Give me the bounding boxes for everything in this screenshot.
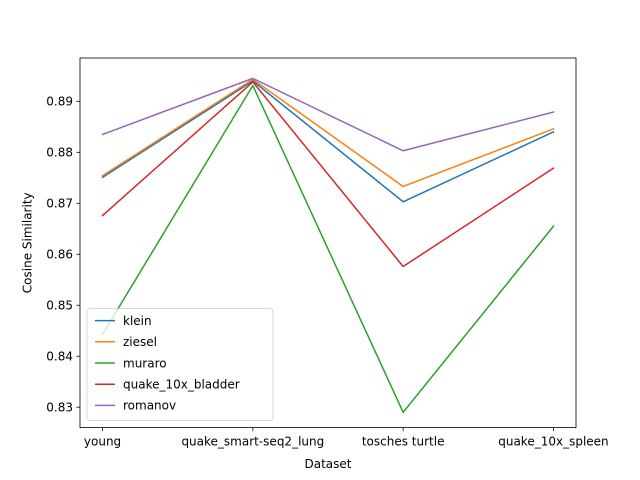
series-line-ziesel xyxy=(101,78,555,188)
series-line-muraro xyxy=(101,84,555,414)
series-line-quake_10x_bladder xyxy=(101,81,555,268)
y-tick-label: 0.86 xyxy=(46,248,73,262)
y-tick-label: 0.85 xyxy=(46,299,73,313)
x-axis-title: Dataset xyxy=(305,457,352,471)
x-tick-label: young xyxy=(84,435,121,449)
legend-entry-quake_10x_bladder: quake_10x_bladder xyxy=(123,378,240,392)
x-tick-label: quake_smart-seq2_lung xyxy=(181,435,324,449)
series-lines xyxy=(101,77,555,414)
legend: klein ziesel muraro quake_10x_bladderromano… xyxy=(86,308,274,422)
y-tick-label: 0.89 xyxy=(46,95,73,109)
x-tick-label: quake_10x_spleen xyxy=(498,435,608,449)
series-line-romanov xyxy=(101,77,555,152)
plot-frame xyxy=(79,57,577,429)
series-line-klein xyxy=(101,80,555,203)
legend-entry-muraro: muraro xyxy=(123,356,167,370)
y-tick-label: 0.84 xyxy=(46,350,73,364)
legend-entry-klein: klein xyxy=(123,314,152,328)
y-tick-label: 0.88 xyxy=(46,146,73,160)
y-tick-label: 0.87 xyxy=(46,197,73,211)
legend-entry-ziesel: ziesel xyxy=(123,335,157,349)
y-axis-title: Cosine Similarity xyxy=(21,192,35,293)
legend-entry-romanov: romanov xyxy=(123,399,176,413)
legend-box xyxy=(86,308,274,422)
x-axis: young quake_smart-seq2_lung tosches turtle… xyxy=(84,427,609,449)
x-tick-label: tosches turtle xyxy=(362,435,445,449)
y-tick-label: 0.83 xyxy=(46,401,73,415)
y-axis: 0.83 0.84 0.85 0.86 0.87 0.88 0.89 xyxy=(46,95,80,415)
